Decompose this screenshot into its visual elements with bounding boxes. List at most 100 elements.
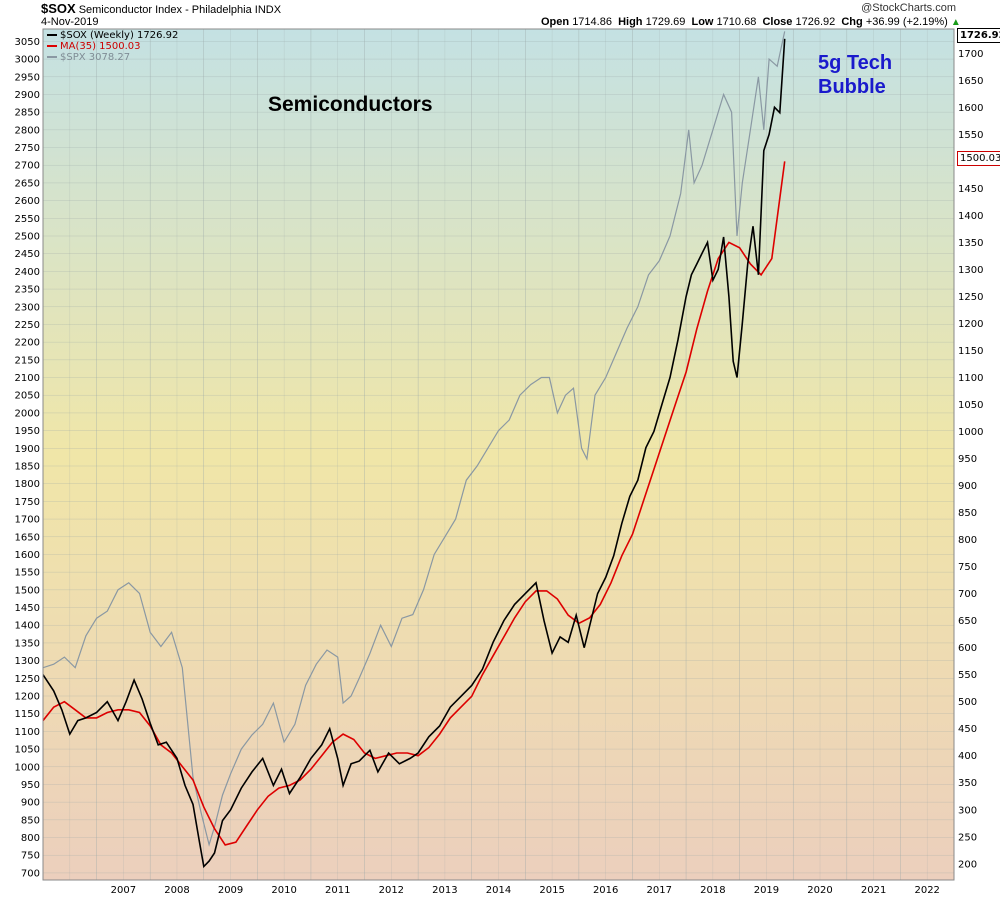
x-tick-label: 2007 xyxy=(111,885,136,896)
right-tick-label: 250 xyxy=(958,832,977,843)
x-tick-label: 2012 xyxy=(379,885,404,896)
open-value: 1714.86 xyxy=(572,16,612,28)
left-tick-label: 2600 xyxy=(15,196,40,207)
left-tick-label: 1250 xyxy=(15,674,40,685)
legend-ma-swatch xyxy=(47,45,57,47)
left-tick-label: 2700 xyxy=(15,161,40,172)
x-tick-label: 2011 xyxy=(325,885,350,896)
right-tick-label: 650 xyxy=(958,616,977,627)
right-tick-label: 350 xyxy=(958,778,977,789)
left-tick-label: 900 xyxy=(21,798,40,809)
x-tick-label: 2013 xyxy=(432,885,457,896)
right-tick-label: 1100 xyxy=(958,373,983,384)
x-tick-label: 2008 xyxy=(164,885,189,896)
left-tick-label: 1100 xyxy=(15,727,40,738)
symbol-name: Semiconductor Index - Philadelphia INDX xyxy=(78,4,282,16)
right-tick-label: 1550 xyxy=(958,130,983,141)
left-tick-label: 1450 xyxy=(15,603,40,614)
left-tick-label: 2550 xyxy=(15,214,40,225)
left-tick-label: 1750 xyxy=(15,497,40,508)
left-tick-label: 2250 xyxy=(15,320,40,331)
left-tick-label: 950 xyxy=(21,780,40,791)
left-tick-label: 1850 xyxy=(15,462,40,473)
left-tick-label: 2350 xyxy=(15,285,40,296)
x-tick-label: 2010 xyxy=(271,885,296,896)
grid-lines xyxy=(43,41,954,874)
x-tick-label: 2015 xyxy=(539,885,564,896)
legend-sox: $SOX (Weekly) 1726.92 xyxy=(47,30,178,41)
right-tick-label: 400 xyxy=(958,751,977,762)
left-tick-label: 2750 xyxy=(15,143,40,154)
open-label: Open xyxy=(541,16,570,28)
left-tick-label: 2800 xyxy=(15,125,40,136)
symbol-ticker: $SOX xyxy=(41,1,76,16)
left-tick-label: 2400 xyxy=(15,267,40,278)
right-tick-label: 750 xyxy=(958,562,977,573)
right-tick-label: 1700 xyxy=(958,49,983,60)
x-tick-label: 2020 xyxy=(807,885,832,896)
ma-value-badge: 1500.03 xyxy=(957,151,1000,166)
legend-spx-swatch xyxy=(47,56,57,58)
right-tick-label: 1050 xyxy=(958,400,983,411)
left-tick-label: 2850 xyxy=(15,108,40,119)
plot-background xyxy=(43,29,954,880)
x-tick-label: 2019 xyxy=(754,885,779,896)
left-tick-label: 1900 xyxy=(15,444,40,455)
x-axis-ticks: 2007 2008 2009 2010 2011 2012 2013 2014 2015 2016… xyxy=(111,885,940,896)
x-tick-label: 2016 xyxy=(593,885,618,896)
right-tick-label: 1350 xyxy=(958,238,983,249)
right-tick-label: 1150 xyxy=(958,346,983,357)
right-tick-label: 450 xyxy=(958,724,977,735)
right-tick-label: 1300 xyxy=(958,265,983,276)
high-label: High xyxy=(618,16,643,28)
left-tick-label: 2450 xyxy=(15,249,40,260)
x-tick-label: 2017 xyxy=(647,885,672,896)
right-tick-label: 300 xyxy=(958,805,977,816)
left-tick-label: 1050 xyxy=(15,745,40,756)
left-tick-label: 2500 xyxy=(15,232,40,243)
annotation-semiconductors: Semiconductors xyxy=(268,93,433,116)
left-tick-label: 850 xyxy=(21,815,40,826)
low-label: Low xyxy=(691,16,714,28)
close-value: 1726.92 xyxy=(795,16,836,28)
right-tick-label: 950 xyxy=(958,454,977,465)
high-value: 1729.69 xyxy=(645,16,686,28)
left-tick-label: 1950 xyxy=(15,426,40,437)
spx-series-line xyxy=(43,31,786,847)
right-tick-label: 200 xyxy=(958,859,977,870)
right-tick-label: 1600 xyxy=(958,103,983,114)
chart-date: 4-Nov-2019 xyxy=(41,16,99,28)
left-tick-label: 2300 xyxy=(15,302,40,313)
left-tick-label: 3050 xyxy=(15,37,40,48)
left-tick-label: 1600 xyxy=(15,550,40,561)
left-tick-label: 1000 xyxy=(15,762,40,773)
legend-ma: MA(35) 1500.03 xyxy=(47,41,141,52)
left-tick-label: 1700 xyxy=(15,515,40,526)
x-tick-label: 2018 xyxy=(700,885,725,896)
left-tick-label: 3000 xyxy=(15,55,40,66)
left-tick-label: 700 xyxy=(21,868,40,879)
left-tick-label: 1550 xyxy=(15,568,40,579)
legend-sox-swatch xyxy=(47,34,57,36)
left-tick-label: 1800 xyxy=(15,479,40,490)
right-tick-label: 1400 xyxy=(958,211,983,222)
chg-value: +36.99 (+2.19%) xyxy=(865,16,948,28)
right-tick-label: 900 xyxy=(958,481,977,492)
right-tick-label: 1650 xyxy=(958,76,983,87)
left-tick-label: 2050 xyxy=(15,391,40,402)
left-tick-label: 2900 xyxy=(15,90,40,101)
right-tick-label: 1000 xyxy=(958,427,983,438)
left-tick-label: 1200 xyxy=(15,692,40,703)
legend-ma-label: MA(35) 1500.03 xyxy=(60,41,141,52)
right-tick-label: 1200 xyxy=(958,319,983,330)
left-tick-label: 2000 xyxy=(15,408,40,419)
legend-spx-label: $SPX 3078.27 xyxy=(60,52,131,63)
x-tick-label: 2014 xyxy=(486,885,511,896)
left-tick-label: 1300 xyxy=(15,656,40,667)
stockcharts-credit[interactable]: @StockCharts.com xyxy=(861,2,956,14)
plot-frame xyxy=(42,28,955,881)
annotation-5g-line2: Bubble xyxy=(818,76,886,98)
left-tick-label: 2650 xyxy=(15,178,40,189)
annotation-5g-bubble: 5g Tech Bubble xyxy=(818,51,892,99)
